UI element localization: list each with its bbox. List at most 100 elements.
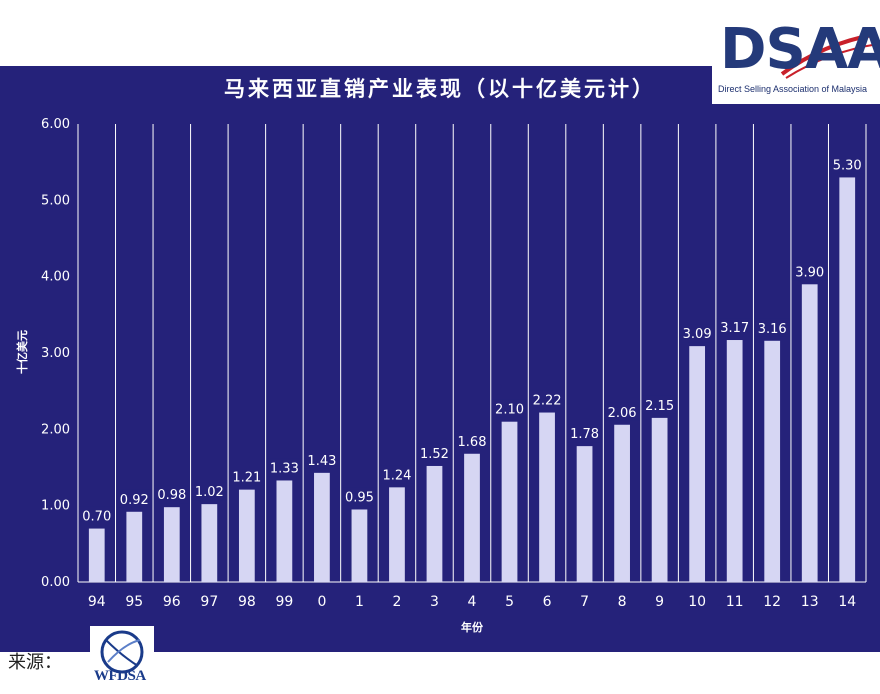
x-tick-label: 10 bbox=[688, 594, 706, 610]
y-tick-label: 4.00 bbox=[41, 270, 70, 285]
value-label: 1.24 bbox=[382, 468, 411, 483]
value-label: 1.21 bbox=[232, 471, 261, 486]
value-label-bg bbox=[791, 262, 828, 281]
value-label: 3.17 bbox=[720, 321, 749, 336]
value-label-bg bbox=[304, 450, 340, 469]
value-label: 2.10 bbox=[495, 403, 524, 418]
value-label: 1.02 bbox=[195, 485, 224, 500]
y-axis-label: 十亿美元 bbox=[15, 330, 29, 374]
value-label: 2.06 bbox=[608, 406, 637, 421]
value-label-bg bbox=[641, 395, 678, 414]
bar-6 bbox=[539, 412, 555, 582]
value-label: 0.70 bbox=[82, 510, 111, 525]
value-label: 3.16 bbox=[758, 322, 787, 337]
bar-94 bbox=[88, 528, 105, 582]
x-tick-label: 9 bbox=[655, 594, 664, 610]
x-tick-label: 6 bbox=[543, 594, 552, 610]
logo-subtitle: Direct Selling Association of Malaysia bbox=[718, 84, 868, 94]
logo-text: DSAA bbox=[720, 17, 880, 82]
value-label-bg bbox=[454, 431, 490, 450]
value-label: 1.43 bbox=[307, 454, 336, 469]
y-tick-label: 1.00 bbox=[41, 499, 70, 514]
value-label: 1.78 bbox=[570, 427, 599, 442]
wfdsa-logo: WFDSA bbox=[90, 626, 154, 690]
bar-95 bbox=[126, 511, 143, 582]
value-label: 1.68 bbox=[458, 435, 487, 450]
bar-99 bbox=[276, 480, 293, 582]
bar-13 bbox=[801, 284, 818, 582]
value-label-bg bbox=[566, 424, 603, 443]
x-tick-label: 3 bbox=[430, 594, 439, 610]
bar-0 bbox=[314, 472, 330, 582]
y-tick-label: 5.00 bbox=[41, 193, 70, 208]
value-label-bg bbox=[341, 487, 378, 506]
x-tick-label: 95 bbox=[125, 594, 143, 610]
bar-7 bbox=[576, 446, 593, 582]
wfdsa-text: WFDSA bbox=[94, 668, 146, 684]
x-tick-label: 97 bbox=[200, 594, 218, 610]
value-label-bg bbox=[229, 467, 265, 486]
x-tick-label: 7 bbox=[580, 594, 589, 610]
value-label: 5.30 bbox=[833, 158, 862, 173]
globe-icon bbox=[100, 630, 144, 674]
bar-3 bbox=[426, 465, 443, 582]
bar-97 bbox=[201, 504, 218, 582]
value-label: 0.95 bbox=[345, 490, 374, 505]
dsam-logo: DSAA Direct Selling Association of Malay… bbox=[712, 4, 880, 104]
value-label-bg bbox=[679, 324, 715, 343]
y-tick-label: 3.00 bbox=[41, 346, 70, 361]
value-label-bg bbox=[716, 318, 753, 337]
value-label: 3.90 bbox=[795, 265, 824, 280]
value-label: 0.98 bbox=[157, 488, 186, 503]
bar-4 bbox=[464, 453, 480, 582]
value-label-bg bbox=[604, 402, 640, 421]
bar-14 bbox=[839, 177, 856, 582]
bar-5 bbox=[501, 421, 518, 582]
y-tick-label: 0.00 bbox=[41, 575, 70, 590]
x-tick-label: 96 bbox=[163, 594, 181, 610]
source-label: 来源： bbox=[8, 652, 62, 673]
value-label-bg bbox=[491, 399, 528, 418]
value-label-bg bbox=[829, 155, 865, 174]
value-label: 0.92 bbox=[120, 493, 149, 508]
x-tick-label: 8 bbox=[618, 594, 627, 610]
x-tick-label: 98 bbox=[238, 594, 256, 610]
bar-9 bbox=[651, 417, 668, 582]
value-label: 2.22 bbox=[533, 394, 562, 409]
bar-12 bbox=[764, 340, 781, 582]
x-tick-label: 99 bbox=[275, 594, 293, 610]
value-label-bg bbox=[416, 443, 453, 462]
value-label-bg bbox=[116, 489, 153, 508]
value-label-bg bbox=[754, 318, 790, 337]
x-tick-label: 94 bbox=[88, 594, 106, 610]
y-tick-label: 2.00 bbox=[41, 422, 70, 437]
x-tick-label: 5 bbox=[505, 594, 514, 610]
x-tick-label: 1 bbox=[355, 594, 364, 610]
bar-10 bbox=[689, 346, 706, 582]
x-tick-label: 4 bbox=[468, 594, 477, 610]
x-axis-label: 年份 bbox=[461, 620, 484, 634]
value-label-bg bbox=[154, 485, 190, 504]
x-tick-label: 14 bbox=[838, 594, 856, 610]
x-tick-label: 2 bbox=[392, 594, 401, 610]
bar-96 bbox=[163, 507, 180, 582]
value-label: 1.52 bbox=[420, 447, 449, 462]
x-tick-label: 13 bbox=[801, 594, 819, 610]
logo-swoosh-icon bbox=[780, 32, 879, 79]
x-tick-label: 12 bbox=[763, 594, 781, 610]
x-tick-label: 0 bbox=[317, 594, 326, 610]
value-label-bg bbox=[266, 458, 303, 477]
bar-2 bbox=[389, 487, 405, 582]
bar-98 bbox=[238, 489, 255, 582]
y-tick-label: 6.00 bbox=[41, 117, 70, 132]
value-label: 2.15 bbox=[645, 399, 674, 414]
value-label-bg bbox=[379, 465, 415, 484]
x-tick-label: 11 bbox=[726, 594, 744, 610]
bar-11 bbox=[726, 340, 743, 582]
bar-8 bbox=[614, 424, 630, 582]
value-label-bg bbox=[79, 506, 115, 525]
value-label-bg bbox=[191, 482, 228, 501]
value-label: 1.33 bbox=[270, 461, 299, 476]
chart-title: 马来西亚直销产业表现（以十亿美元计） bbox=[224, 77, 656, 101]
